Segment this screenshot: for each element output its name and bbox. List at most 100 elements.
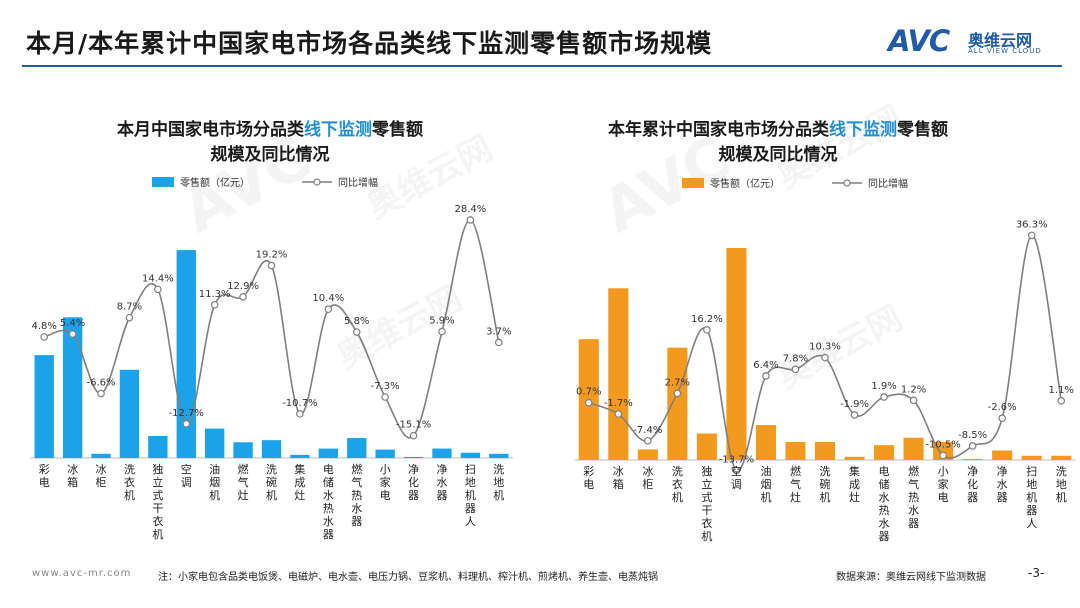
monthly-yoy-label: -6.6% xyxy=(87,378,116,389)
ytd-category-label: 电 xyxy=(879,465,890,478)
ytd-bar xyxy=(814,441,836,460)
ytd-category-label: 洗 xyxy=(672,465,683,478)
ytd-category-label: 净 xyxy=(997,464,1008,478)
monthly-bar xyxy=(119,369,140,458)
monthly-category-label: 机 xyxy=(266,488,277,502)
ytd-yoy-label: 0.7% xyxy=(576,387,601,398)
monthly-category-label: 储 xyxy=(323,475,334,489)
monthly-yoy-point xyxy=(125,313,134,322)
monthly-bar xyxy=(347,438,367,458)
ytd-yoy-label: -8.5% xyxy=(958,430,987,441)
monthly-category-label: 器 xyxy=(465,502,476,515)
monthly-category-label: 地 xyxy=(465,476,476,489)
monthly-category-label: 气 xyxy=(238,475,249,489)
ytd-category-label: 机 xyxy=(760,490,771,504)
ytd-category-label: 气 xyxy=(790,477,801,491)
ytd-category-label: 扫 xyxy=(1026,465,1037,478)
monthly-category-label: 燃 xyxy=(351,462,362,476)
monthly-category-label: 干 xyxy=(152,502,163,515)
ytd-yoy-label: 1.2% xyxy=(901,384,926,395)
monthly-category-label: 器 xyxy=(436,489,447,502)
chart-title-monthly-suffix: 零售额 xyxy=(372,120,423,140)
ytd-bar xyxy=(726,248,747,460)
ytd-yoy-label: 10.3% xyxy=(809,342,841,353)
monthly-yoy-label: 5.9% xyxy=(429,316,454,327)
ytd-legend-bar-swatch xyxy=(682,178,704,188)
ytd-category-label: 机 xyxy=(820,490,831,504)
monthly-category-label: 机 xyxy=(124,488,135,502)
monthly-category-label: 热 xyxy=(351,489,362,502)
title-divider xyxy=(22,65,1062,67)
avc-logo: AVC 奥维云网 ALL VIEW CLOUD xyxy=(888,24,1058,62)
monthly-category-label: 集 xyxy=(294,462,305,476)
ytd-category-label: 电 xyxy=(583,478,594,491)
monthly-yoy-label: 11.3% xyxy=(199,289,231,300)
chart-title-ytd-line2: 规模及同比情况 xyxy=(718,145,838,165)
ytd-yoy-label: -13.7% xyxy=(719,454,754,465)
monthly-category-label: 电 xyxy=(39,476,50,489)
monthly-category-label: 冰 xyxy=(96,463,107,476)
monthly-category-label: 器 xyxy=(323,528,334,541)
monthly-category-label: 衣 xyxy=(124,475,135,489)
monthly-bar xyxy=(91,453,111,458)
ytd-bar xyxy=(667,347,688,460)
ytd-yoy-point xyxy=(821,353,829,362)
ytd-category-label: 机 xyxy=(701,529,712,543)
ytd-bar xyxy=(696,433,717,460)
monthly-yoy-point xyxy=(40,333,49,341)
ytd-category-label: 彩 xyxy=(583,465,594,478)
ytd-category-label: 式 xyxy=(701,491,712,504)
monthly-yoy-point xyxy=(68,330,77,338)
ytd-category-label: 储 xyxy=(879,477,890,491)
monthly-yoy-point xyxy=(97,389,105,398)
monthly-bar xyxy=(318,448,338,458)
chart-title-monthly-line1: 本月中国家电市场分品类线下监测零售额 xyxy=(40,118,500,143)
monthly-category-label: 热 xyxy=(323,502,334,515)
ytd-yoy-label: -1.7% xyxy=(604,398,633,409)
monthly-yoy-point xyxy=(409,431,418,440)
monthly-category-label: 洗 xyxy=(266,463,277,476)
ytd-yoy-point xyxy=(732,466,741,475)
monthly-category-label: 油 xyxy=(209,462,220,476)
monthly-bar xyxy=(403,456,424,458)
monthly-bar xyxy=(34,355,54,458)
ytd-bar xyxy=(755,425,776,460)
monthly-category-label: 水 xyxy=(351,502,362,515)
ytd-yoy-label: 2.7% xyxy=(665,377,690,388)
ytd-category-label: 柜 xyxy=(642,478,653,491)
monthly-yoy-point xyxy=(239,293,247,301)
monthly-bar xyxy=(233,442,253,458)
ytd-category-label: 地 xyxy=(1026,478,1037,491)
chart-title-monthly-line2: 规模及同比情况 xyxy=(210,145,330,165)
monthly-bar xyxy=(261,440,282,458)
monthly-yoy-point xyxy=(381,393,389,401)
ytd-yoy-label: -10.5% xyxy=(925,439,960,450)
monthly-category-label: 立 xyxy=(152,475,163,489)
ytd-yoy-point xyxy=(939,451,947,460)
logo-cn-text: 奥维云网 xyxy=(968,31,1033,50)
monthly-category-label: 独 xyxy=(152,463,163,476)
ytd-category-label: 箱 xyxy=(613,477,624,491)
ytd-yoy-label: 6.4% xyxy=(753,360,778,371)
ytd-yoy-point xyxy=(968,442,977,450)
ytd-category-label: 器 xyxy=(879,530,890,543)
ytd-category-label: 器 xyxy=(967,491,978,504)
monthly-category-label: 水 xyxy=(323,489,334,502)
ytd-yoy-point xyxy=(762,372,770,380)
ytd-category-label: 水 xyxy=(908,504,919,517)
monthly-category-label: 空 xyxy=(181,462,192,476)
ytd-bar xyxy=(903,437,924,460)
monthly-yoy-point xyxy=(494,338,503,347)
ytd-yoy-point xyxy=(703,326,711,334)
monthly-category-label: 水 xyxy=(436,476,447,489)
monthly-category-label: 灶 xyxy=(238,489,249,502)
monthly-category-label: 气 xyxy=(351,475,362,489)
chart-title-ytd-prefix: 本年累计中国家电市场分品类 xyxy=(608,120,829,140)
monthly-yoy-point xyxy=(466,216,475,224)
chart-title-monthly-highlight: 线下监测 xyxy=(304,120,372,140)
logo-avc-text: AVC xyxy=(888,24,950,58)
monthly-category-label: 机 xyxy=(465,488,476,502)
ytd-category-label: 成 xyxy=(849,478,860,491)
ytd-category-label: 机 xyxy=(1026,490,1037,504)
monthly-yoy-label: 12.9% xyxy=(227,281,259,292)
